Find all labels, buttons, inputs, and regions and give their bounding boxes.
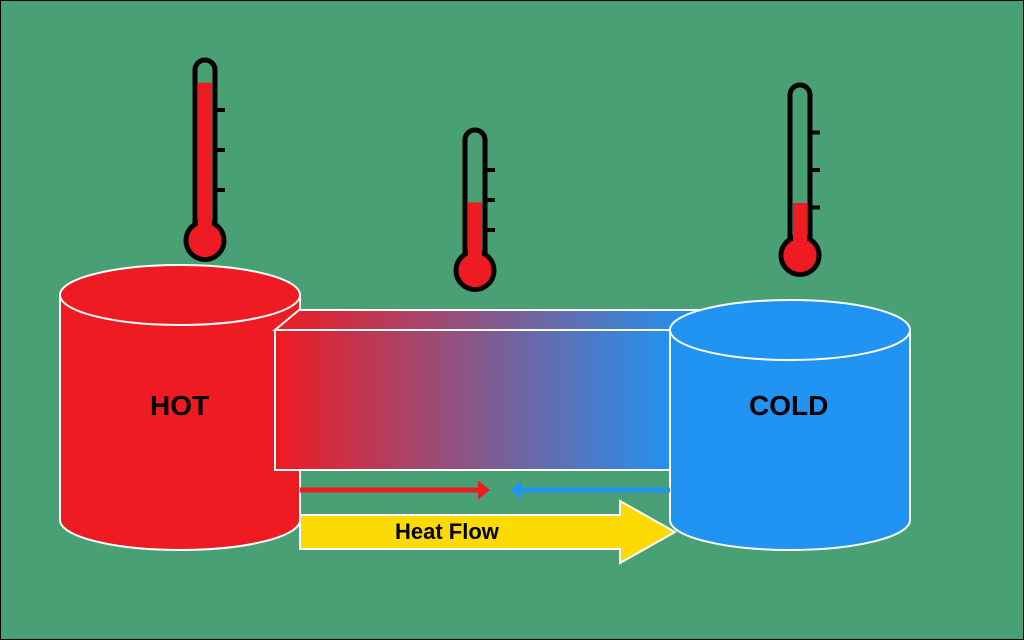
diagram-canvas (0, 0, 1024, 640)
hot-label: HOT (150, 390, 209, 422)
cold-label: COLD (749, 390, 828, 422)
heat-flow-label: Heat Flow (395, 519, 499, 545)
cold-cylinder (670, 300, 910, 550)
gradient-bar (275, 310, 699, 470)
